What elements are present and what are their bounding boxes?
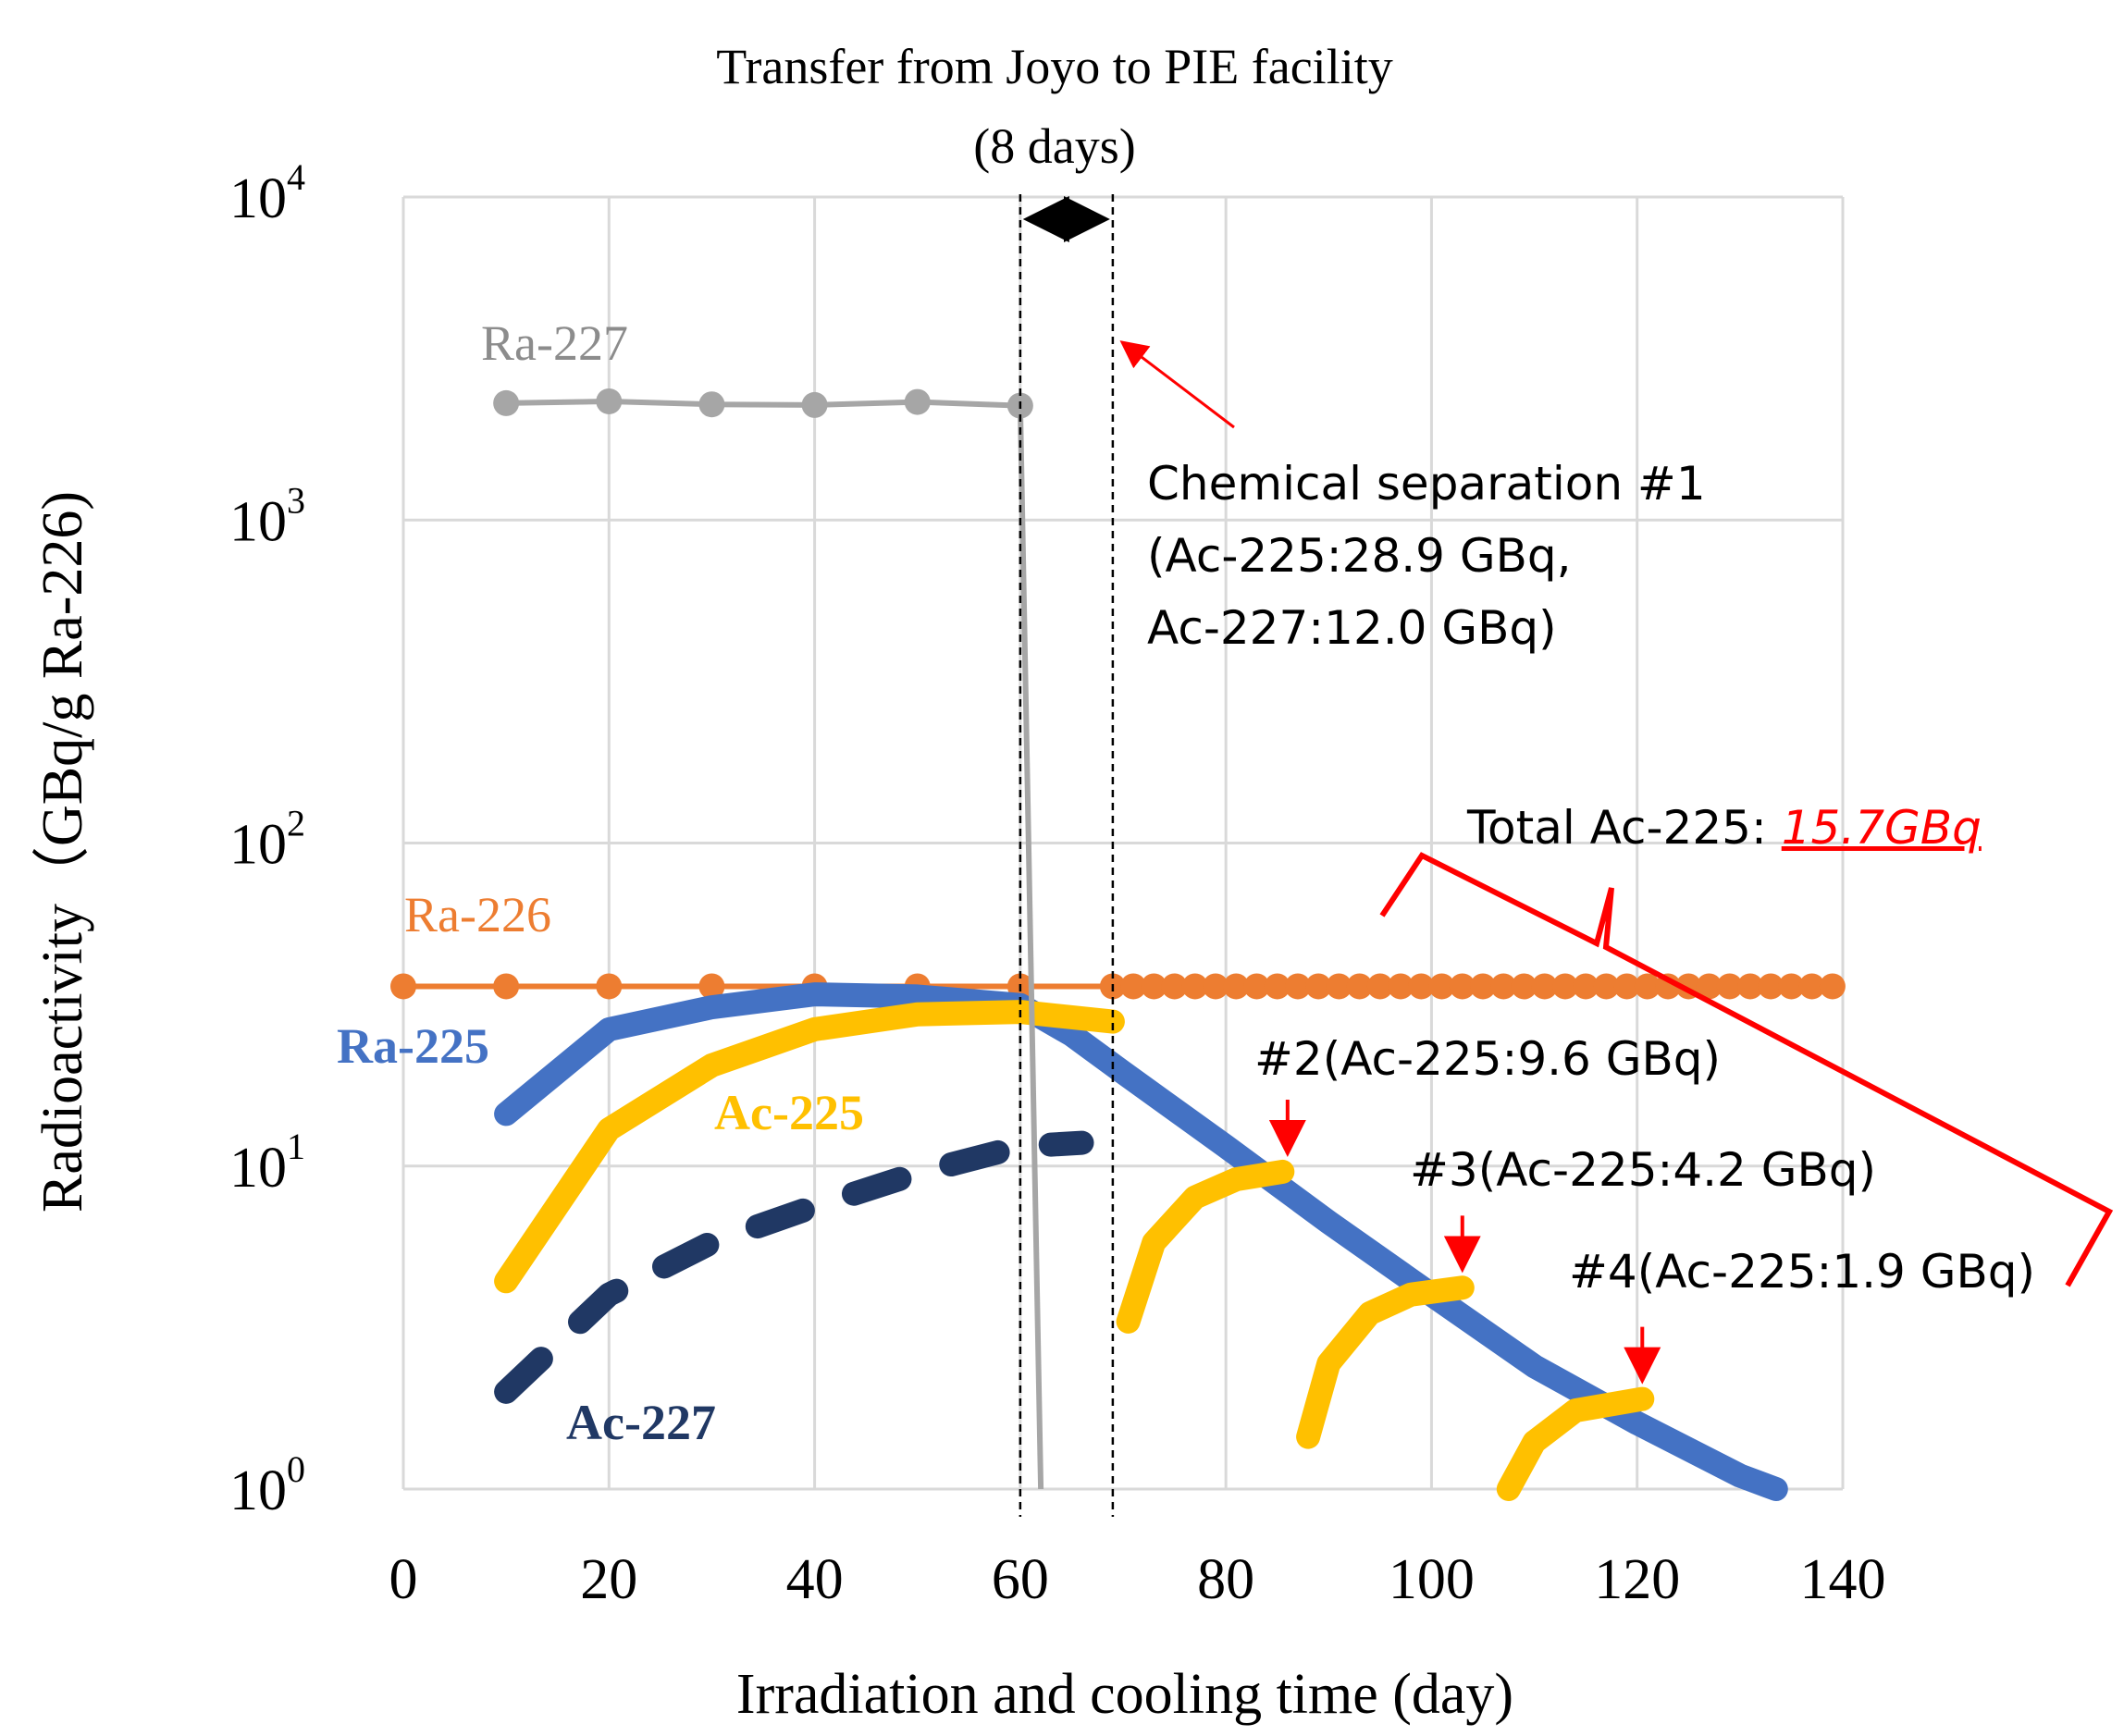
data-point-ra-227: [801, 391, 828, 418]
data-point-ra-226: [1284, 973, 1311, 1000]
data-point-ra-226: [1593, 973, 1620, 1000]
label-ra227: Ra-227: [481, 315, 628, 371]
data-point-ra-226: [596, 973, 623, 1000]
x-tick-label: 60: [992, 1548, 1049, 1611]
data-point-ra-226: [1305, 973, 1332, 1000]
data-point-ra-226: [1470, 973, 1496, 1000]
chart-subtitle: (8 days): [973, 118, 1135, 174]
data-point-ra-226: [1408, 973, 1435, 1000]
y-tick-label: 104: [229, 156, 305, 230]
data-point-ra-226: [1161, 973, 1188, 1000]
annotation-separation-3: #3(Ac-225:4.2 GBq): [1410, 1143, 1876, 1197]
series-lines: [390, 388, 1846, 1501]
annotation-arrows: [1119, 340, 2114, 1385]
annotation-separation-2: #2(Ac-225:9.6 GBq): [1254, 1032, 1721, 1086]
data-point-ra-226: [1264, 973, 1290, 1000]
label-ac225: Ac-225: [714, 1085, 864, 1140]
data-point-ra-226: [1141, 973, 1167, 1000]
label-ac227: Ac-227: [566, 1395, 716, 1450]
data-point-ra-226: [1736, 973, 1763, 1000]
annotation-total-value: 15.7GBq: [1782, 801, 1982, 855]
series-line-ac-225-3: [1296, 1275, 1475, 1449]
axis-ticks: 0 20 40 60 80 100 120 140 100 101 102 103 104: [229, 156, 1886, 1611]
data-point-ra-226: [1798, 973, 1825, 1000]
label-ra225: Ra-225: [337, 1018, 489, 1074]
data-point-ra-226: [1366, 973, 1393, 1000]
annotation-separation-1-line3: Ac-227:12.0 GBq): [1147, 601, 1557, 655]
data-point-ra-226: [1819, 973, 1846, 1000]
annotation-separation-1-line2: (Ac-225:28.9 GBq,: [1147, 529, 1572, 583]
series-line-ac-225-4: [1496, 1386, 1655, 1501]
data-point-ra-226: [493, 973, 520, 1000]
x-tick-label: 40: [786, 1548, 844, 1611]
transfer-guides: [1019, 194, 1115, 1517]
total-bracket: [1379, 852, 2114, 1287]
data-point-ra-226: [1243, 973, 1270, 1000]
data-point-ra-227: [493, 389, 520, 416]
data-point-ra-226: [1326, 973, 1352, 1000]
annotation-separation-1-line1: Chemical separation #1: [1147, 457, 1706, 511]
data-point-ra-226: [1181, 973, 1208, 1000]
data-point-ra-226: [1428, 973, 1455, 1000]
data-point-ra-226: [1551, 973, 1578, 1000]
data-point-ra-226: [1573, 973, 1599, 1000]
separation-1-pointer: [1119, 340, 1235, 429]
data-point-ra-226: [1613, 973, 1640, 1000]
x-tick-label: 100: [1389, 1548, 1475, 1611]
x-tick-label: 80: [1197, 1548, 1254, 1611]
x-tick-label: 140: [1800, 1548, 1886, 1611]
data-point-ra-226: [1223, 973, 1250, 1000]
chart-title: Transfer from Joyo to PIE facility: [716, 39, 1392, 94]
annotation-total-prefix: Total Ac-225:: [1466, 801, 1782, 855]
data-point-ra-226: [698, 973, 725, 1000]
data-point-ra-226: [1511, 973, 1537, 1000]
data-point-ra-226: [1696, 973, 1723, 1000]
data-point-ra-226: [1203, 973, 1229, 1000]
annotation-total: Total Ac-225: 15.7GBq: [1466, 801, 1982, 855]
data-point-ra-226: [1778, 973, 1805, 1000]
x-tick-label: 120: [1594, 1548, 1680, 1611]
y-tick-label: 100: [229, 1448, 305, 1522]
y-axis-title: Radioactivity（GBq/g Ra-226): [31, 491, 94, 1213]
data-point-ra-226: [1346, 973, 1373, 1000]
data-point-ra-226: [1655, 973, 1682, 1000]
data-point-ra-226: [1716, 973, 1743, 1000]
x-tick-label: 20: [580, 1548, 637, 1611]
label-ra226: Ra-226: [404, 887, 551, 942]
data-point-ra-226: [1388, 973, 1414, 1000]
data-point-ra-226: [1120, 973, 1147, 1000]
x-axis-title: Irradiation and cooling time (day): [736, 1663, 1513, 1726]
series-line-ac-227: [494, 1130, 1094, 1404]
y-tick-label: 102: [229, 803, 305, 877]
series-line-ac-225-2: [1116, 1159, 1295, 1334]
annotation-separation-4: #4(Ac-225:1.9 GBq): [1569, 1245, 2035, 1299]
x-tick-label: 0: [389, 1548, 418, 1611]
y-tick-label: 101: [229, 1126, 305, 1200]
data-point-ra-226: [1449, 973, 1476, 1000]
data-point-ra-226: [1490, 973, 1517, 1000]
data-point-ra-227: [596, 388, 623, 414]
data-point-ra-226: [1758, 973, 1784, 1000]
data-point-ra-226: [1531, 973, 1558, 1000]
y-tick-label: 103: [229, 479, 305, 553]
data-point-ra-226: [390, 973, 416, 1000]
data-point-ra-226: [1634, 973, 1661, 1000]
data-point-ra-227: [698, 391, 725, 418]
data-point-ra-227: [904, 388, 931, 415]
